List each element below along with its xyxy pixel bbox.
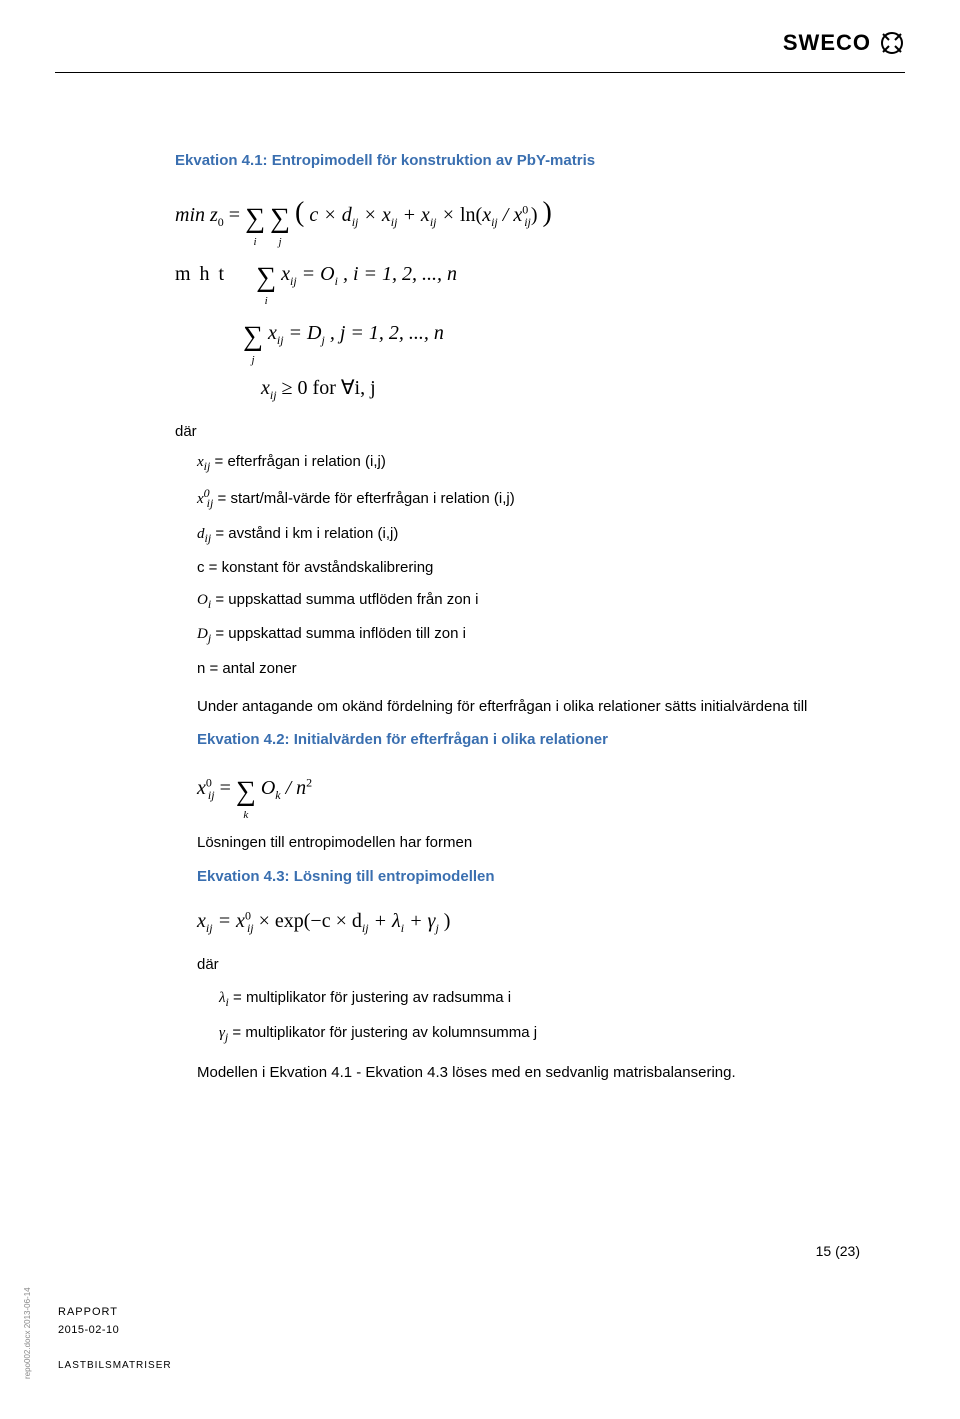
eq2-n: / n — [286, 777, 307, 799]
def-xij: x — [197, 454, 204, 470]
page-content: Ekvation 4.1: Entropimodell för konstruk… — [175, 150, 860, 1096]
eq3-gamma: + γ — [409, 910, 435, 932]
eq1-minz: min z — [175, 204, 218, 226]
eq1-eqD: = D — [289, 322, 322, 344]
equation-4-1: min z0 = ∑i ∑j ( c × dij × xij + xij × l… — [175, 186, 860, 408]
equation-4-3-title: Ekvation 4.3: Lösning till entropimodell… — [197, 866, 860, 888]
eq1-eqO: = O — [302, 263, 335, 285]
eq3-eqx0: = x — [218, 910, 245, 932]
eq1-x: x — [281, 263, 290, 285]
eq1-mht: m h t — [175, 263, 226, 285]
equation-4-2: x0ij = ∑k Ok / n2 — [197, 765, 860, 818]
page-number: 15 (23) — [816, 1243, 860, 1259]
header-rule — [55, 72, 905, 73]
def-gamma-text: = multiplikator för justering av kolumns… — [228, 1024, 537, 1041]
eq3-exp: × exp(−c × d — [259, 910, 362, 932]
eq1-x3: x — [261, 377, 270, 399]
def-lambda-text: = multiplikator för justering av radsumm… — [229, 989, 511, 1006]
footer: RAPPORT 2015-02-10 LASTBILSMATRISER — [58, 1306, 172, 1371]
equation-4-3: xij = x0ij × exp(−c × dij + λi + γj ) — [197, 902, 860, 940]
def-c: c = konstant för avståndskalibrering — [197, 557, 860, 579]
definitions-1: xij = efterfrågan i relation (i,j) x0ij … — [197, 451, 860, 679]
def-Oi-text: = uppskattad summa utflöden från zon i — [211, 591, 478, 608]
footer-last: LASTBILSMATRISER — [58, 1360, 172, 1371]
paragraph-2: Lösningen till entropimodellen har forme… — [197, 832, 860, 854]
brand-text: SWECO — [783, 30, 871, 56]
footer-date: 2015-02-10 — [58, 1324, 172, 1336]
eq2-eq: = — [220, 777, 236, 799]
def-xij-text: = efterfrågan i relation (i,j) — [210, 453, 386, 470]
eq2-x: x — [197, 777, 206, 799]
paragraph-3: Modellen i Ekvation 4.1 - Ekvation 4.3 l… — [197, 1062, 860, 1084]
def-x0ij-text: = start/mål-värde för efterfrågan i rela… — [213, 490, 514, 507]
brand-icon — [879, 30, 905, 56]
def-x0ij: x — [197, 491, 204, 507]
def-Oi: O — [197, 592, 208, 608]
definitions-2: λi = multiplikator för justering av rads… — [219, 987, 860, 1046]
eq1-range-j: , j = 1, 2, ..., n — [330, 322, 444, 344]
eq3-x: x — [197, 910, 206, 932]
def-dij-text: = avstånd i km i relation (i,j) — [211, 525, 398, 542]
eq1-range-i: , i = 1, 2, ..., n — [343, 263, 457, 285]
footer-side-label: repo002.docx 2013-06-14 — [23, 1287, 32, 1379]
where-1: där — [175, 421, 860, 443]
eq1-x2: x — [268, 322, 277, 344]
footer-rapport: RAPPORT — [58, 1306, 172, 1318]
header: SWECO — [783, 30, 905, 56]
equation-4-1-title: Ekvation 4.1: Entropimodell för konstruk… — [175, 150, 860, 172]
def-Dj-text: = uppskattad summa inflöden till zon i — [211, 625, 466, 642]
def-n: n = antal zoner — [197, 658, 860, 680]
where-2: där — [197, 954, 860, 976]
eq2-O: O — [261, 777, 275, 799]
def-Dj: D — [197, 626, 208, 642]
eq3-close: ) — [444, 910, 451, 932]
def-dij: d — [197, 526, 205, 542]
paragraph-1: Under antagande om okänd fördelning för … — [197, 696, 860, 718]
eq3-lambda: + λ — [374, 910, 401, 932]
eq1-eq: = — [229, 204, 245, 226]
eq1-nonneg: ≥ 0 for ∀i, j — [282, 377, 376, 399]
equation-4-2-title: Ekvation 4.2: Initialvärden för efterfrå… — [197, 729, 860, 751]
